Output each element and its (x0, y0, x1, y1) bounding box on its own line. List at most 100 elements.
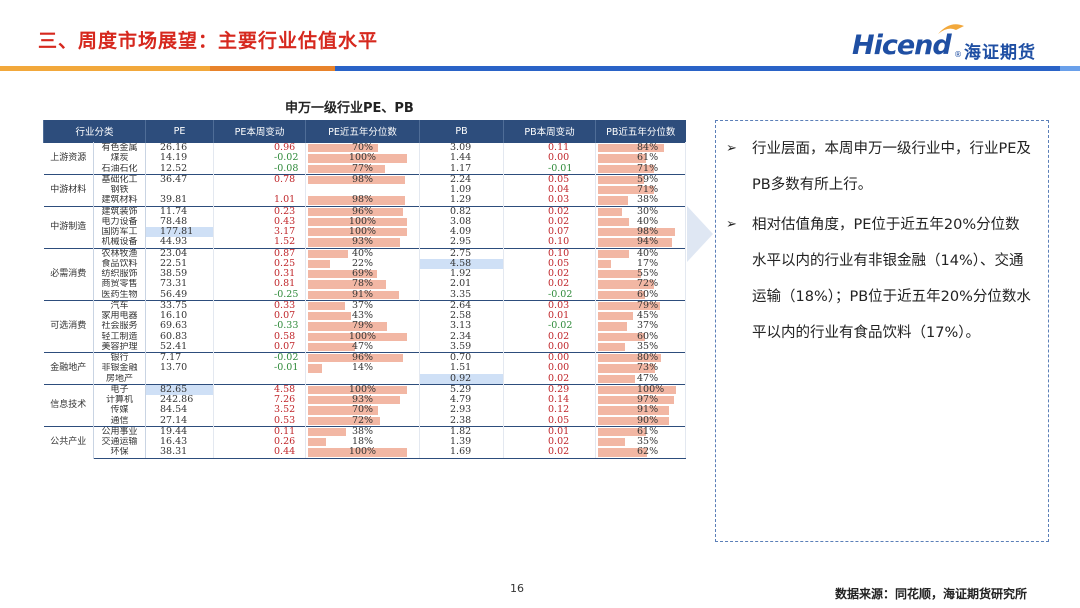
pb-value: 4.09 (419, 227, 505, 238)
header-pb-change: PB本周变动 (503, 120, 596, 143)
commentary-bullet-1: ➢ 行业层面，本周申万一级行业中，行业PE及PB多数有所上行。 (726, 131, 1031, 203)
pb-percentile-bar-label: 100% (637, 384, 665, 395)
valuation-table: 行业分类 PE PE本周变动 PE近五年分位数 PB PB本周变动 PB近五年分… (42, 120, 687, 459)
pb-value: 2.01 (419, 279, 505, 290)
group-name: 中游制造 (43, 205, 94, 248)
pb-value: 1.44 (419, 153, 505, 164)
pb-percentile-bar-label: 40% (637, 248, 659, 259)
bullet-text: 相对估值角度，PE位于近五年20%分位数水平以内的行业有非银金融（14%）、交通… (752, 217, 1031, 341)
pb-percentile-bar-fill (598, 438, 626, 447)
header-pb-percentile: PB近五年分位数 (595, 120, 686, 143)
pb-percentile-bar: 55% (595, 269, 687, 280)
pb-change: 0.02 (503, 269, 597, 280)
pe-value: 14.19 (145, 153, 215, 164)
pb-percentile-bar-label: 38% (637, 195, 659, 206)
bullet-arrow-icon: ➢ (726, 217, 737, 232)
header-pe-percentile: PE近五年分位数 (305, 120, 420, 143)
pe-percentile-bar-label: 96% (351, 206, 374, 217)
pe-change: 0.43 (213, 216, 307, 227)
table-row: 可选消费 汽车 33.75 0.33 37% 2.64 0.03 79% (43, 299, 687, 353)
pe-change: 1.01 (213, 195, 307, 206)
pe-change: 0.11 (213, 425, 307, 437)
pe-percentile-bar-label: 22% (351, 258, 374, 269)
pe-percentile-bar-label: 37% (351, 300, 374, 311)
pe-change: 0.07 (213, 311, 307, 322)
pe-percentile-bar-fill (308, 396, 401, 405)
logo-latin: Hicend (852, 30, 952, 61)
table-row: 通信 27.14 0.53 72% 2.38 0.05 90% (44, 415, 687, 427)
pe-percentile-bar-fill (308, 217, 408, 226)
pb-percentile-bar-fill (598, 154, 646, 163)
pe-percentile-bar: 22% (305, 258, 421, 269)
pb-percentile-bar: 59% (595, 173, 687, 185)
pb-value: 2.58 (419, 311, 505, 322)
pe-value: 60.83 (145, 331, 215, 342)
pb-percentile-bar-label: 37% (637, 321, 659, 332)
industry-name: 建筑材料 (93, 195, 147, 206)
industry-name: 非银金融 (93, 363, 147, 374)
industry-name: 房地产 (93, 373, 147, 385)
pe-percentile-bar: 37% (305, 299, 421, 311)
industry-name: 医药生物 (93, 289, 147, 301)
table-row: 电力设备 78.48 0.43 100% 3.08 0.02 40% (44, 216, 687, 227)
pb-percentile-bar: 71% (595, 185, 687, 196)
commentary-bullet-2: ➢ 相对估值角度，PE位于近五年20%分位数水平以内的行业有非银金融（14%）、… (726, 207, 1031, 351)
pe-change (213, 373, 307, 385)
table-row: 交通运输 16.43 0.26 18% 1.39 0.02 35% (44, 437, 687, 448)
pb-percentile-bar-label: 59% (637, 174, 659, 185)
table-row: 环保 38.31 0.44 100% 1.69 0.02 62% (44, 447, 687, 459)
pe-percentile-bar-label: 79% (351, 321, 374, 332)
pe-percentile-bar: 100% (305, 383, 421, 395)
table-title: 申万一级行业PE、PB (285, 101, 414, 116)
pb-percentile-bar: 97% (595, 395, 687, 406)
pe-percentile-bar-fill (308, 144, 378, 153)
industry-name: 农林牧渔 (93, 247, 147, 259)
pb-percentile-bar-fill (598, 332, 645, 341)
pb-percentile-bar: 45% (595, 311, 687, 322)
industry-name: 环保 (93, 447, 147, 459)
pe-change: 3.17 (213, 227, 307, 238)
pb-percentile-bar-fill (598, 217, 630, 226)
pe-change: 0.23 (213, 205, 307, 217)
pb-change: 0.10 (503, 247, 597, 259)
pe-percentile-bar-fill (308, 322, 387, 331)
pe-percentile-bar-label: 100% (348, 384, 377, 395)
pb-percentile-bar-label: 55% (637, 269, 659, 280)
pb-percentile-bar-label: 72% (637, 279, 659, 290)
pb-percentile-bar: 80% (595, 352, 687, 364)
pb-percentile-bar-fill (598, 354, 661, 363)
pe-percentile-bar-label: 100% (348, 216, 377, 227)
industry-name: 纺织服饰 (93, 269, 147, 280)
industry-name: 通信 (93, 415, 147, 427)
pb-percentile-bar-fill (598, 312, 634, 321)
pb-percentile-bar: 61% (595, 425, 687, 437)
pb-percentile-bar: 35% (595, 341, 687, 353)
pb-percentile-bar-fill (598, 196, 628, 205)
pe-percentile-bar-fill (308, 207, 404, 216)
slide-title: 三、周度市场展望：主要行业估值水平 (38, 30, 379, 52)
bullet-arrow-icon: ➢ (726, 141, 737, 156)
pb-change: 0.02 (503, 447, 597, 459)
pe-percentile-bar-label: 40% (351, 248, 374, 259)
pb-change: 0.02 (503, 437, 597, 448)
hicend-logo: Hicend ® 海证期货 (852, 24, 1058, 66)
pb-percentile-bar: 60% (595, 289, 687, 301)
pb-change: 0.02 (503, 216, 597, 227)
pb-value: 2.64 (419, 299, 505, 311)
table-row: 上游资源 有色金属 26.16 0.96 70% 3.09 0.11 84% (43, 142, 687, 175)
pe-value: 27.14 (145, 415, 215, 427)
pb-value: 2.38 (419, 415, 505, 427)
pb-value: 5.29 (419, 383, 505, 395)
table-row: 信息技术 电子 82.65 4.58 100% 5.29 0.29 100% (43, 383, 687, 427)
pb-percentile-bar: 30% (595, 205, 687, 217)
table-row: 中游材料 基础化工 36.47 0.78 98% 2.24 0.05 59% (43, 173, 687, 206)
pe-change: -0.02 (213, 153, 307, 164)
pe-percentile-bar-fill (308, 238, 401, 247)
pe-value: 16.43 (145, 437, 215, 448)
group-name: 上游资源 (43, 142, 94, 175)
table-row: 机械设备 44.93 1.52 93% 2.95 0.10 94% (44, 237, 687, 248)
header-pb: PB (419, 120, 504, 143)
industry-name: 钢铁 (93, 185, 147, 196)
group-name: 金融地产 (43, 352, 94, 385)
pe-percentile-bar-label: 100% (348, 447, 377, 458)
